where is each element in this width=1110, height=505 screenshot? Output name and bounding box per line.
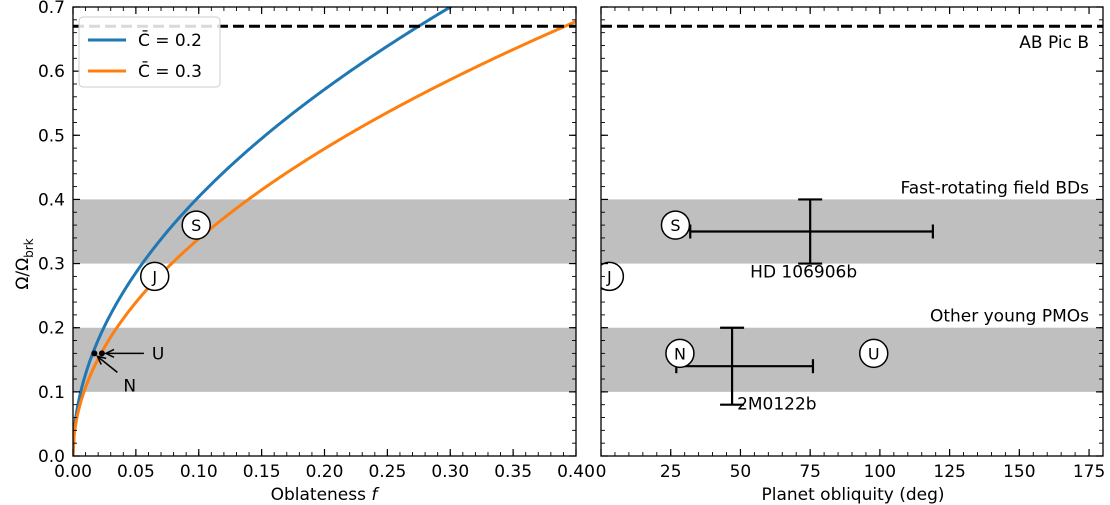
- planet-marker: [660, 210, 691, 240]
- y-tick-label: 0.2: [38, 319, 65, 339]
- planet-letter: J: [606, 267, 612, 286]
- planet-marker: [665, 338, 695, 369]
- arrow-head: [104, 348, 115, 358]
- left-annotations: J S UN: [91, 210, 211, 396]
- x-tick-label: 0.00: [54, 462, 92, 482]
- planet-marker: [181, 210, 211, 240]
- left-y-axis-label: Ω/Ωbrk: [13, 238, 36, 289]
- x-tick-label: 0.35: [494, 462, 532, 482]
- right-axes: 0 25 50 75 100 125 150 175: [596, 6, 1105, 482]
- y-tick-label: 0.3: [38, 255, 65, 275]
- y-tick-label: 0.6: [38, 62, 65, 82]
- right-hline: AB Pic B: [601, 24, 1103, 53]
- x-tick-label: 0.10: [180, 462, 218, 482]
- planet-letter: U: [868, 344, 880, 363]
- errorbar-label: HD 106906b: [750, 263, 857, 283]
- planet-marker: [139, 261, 170, 292]
- series-line: [73, 7, 454, 456]
- x-tick-label: 125: [933, 462, 965, 482]
- x-tick-label: 50: [730, 462, 752, 482]
- x-tick-label: 0.15: [243, 462, 281, 482]
- band-label: Other young PMOs: [930, 307, 1089, 327]
- left-panel: J S UN 0.00 0.05 0.10 0.15 0.20 0.25 0.30 0.35 0.4…: [13, 0, 595, 505]
- x-tick-label: 75: [799, 462, 821, 482]
- band-label: Fast-rotating field BDs: [901, 178, 1090, 198]
- x-tick-label: 0.30: [431, 462, 469, 482]
- arrow-label: N: [123, 376, 136, 396]
- x-tick-label: 175: [1073, 462, 1105, 482]
- y-tick-label: 0.7: [38, 0, 65, 18]
- data-dot: [91, 350, 98, 357]
- data-dot: [98, 350, 105, 357]
- x-tick-label: 0.40: [557, 462, 595, 482]
- right-annotations: J S N U HD 106906b 2M0122b: [601, 198, 934, 415]
- planet-marker: [859, 338, 889, 369]
- y-tick-label: 0.1: [38, 383, 65, 403]
- x-tick-label: 0.25: [368, 462, 406, 482]
- right-x-axis-label: Planet obliquity (deg): [761, 485, 944, 505]
- planet-letter: N: [674, 344, 686, 363]
- arrow-head: [96, 355, 107, 365]
- x-tick-label: 0: [596, 462, 607, 482]
- x-tick-label: 0.05: [117, 462, 155, 482]
- left-axes: 0.00 0.05 0.10 0.15 0.20 0.25 0.30 0.35 0.40 0.0 0…: [38, 0, 595, 482]
- shaded-band: [73, 327, 576, 392]
- x-tick-label: 0.20: [306, 462, 344, 482]
- legend: C̄ = 0.2 C̄ = 0.3: [78, 16, 221, 88]
- arrow-line: [96, 355, 118, 373]
- x-tick-label: 150: [1003, 462, 1035, 482]
- planet-letter: J: [151, 267, 157, 286]
- errorbar-label: 2M0122b: [737, 395, 817, 415]
- y-tick-label: 0.0: [38, 447, 65, 467]
- x-tick-label: 100: [864, 462, 896, 482]
- shaded-band: [73, 199, 576, 264]
- y-tick-label: 0.5: [38, 126, 65, 146]
- left-x-axis-label: Oblateness f: [271, 485, 381, 505]
- hline-label: AB Pic B: [1019, 33, 1089, 53]
- x-tick-label: 25: [660, 462, 682, 482]
- planet-letter: S: [191, 216, 201, 235]
- left-bands: [73, 199, 576, 392]
- planet-marker: [601, 261, 625, 292]
- y-tick-label: 0.4: [38, 190, 65, 210]
- planet-letter: S: [670, 216, 680, 235]
- arrow-label: U: [152, 344, 164, 364]
- legend-label: C̄ = 0.3: [138, 60, 202, 82]
- legend-label: C̄ = 0.2: [138, 29, 202, 51]
